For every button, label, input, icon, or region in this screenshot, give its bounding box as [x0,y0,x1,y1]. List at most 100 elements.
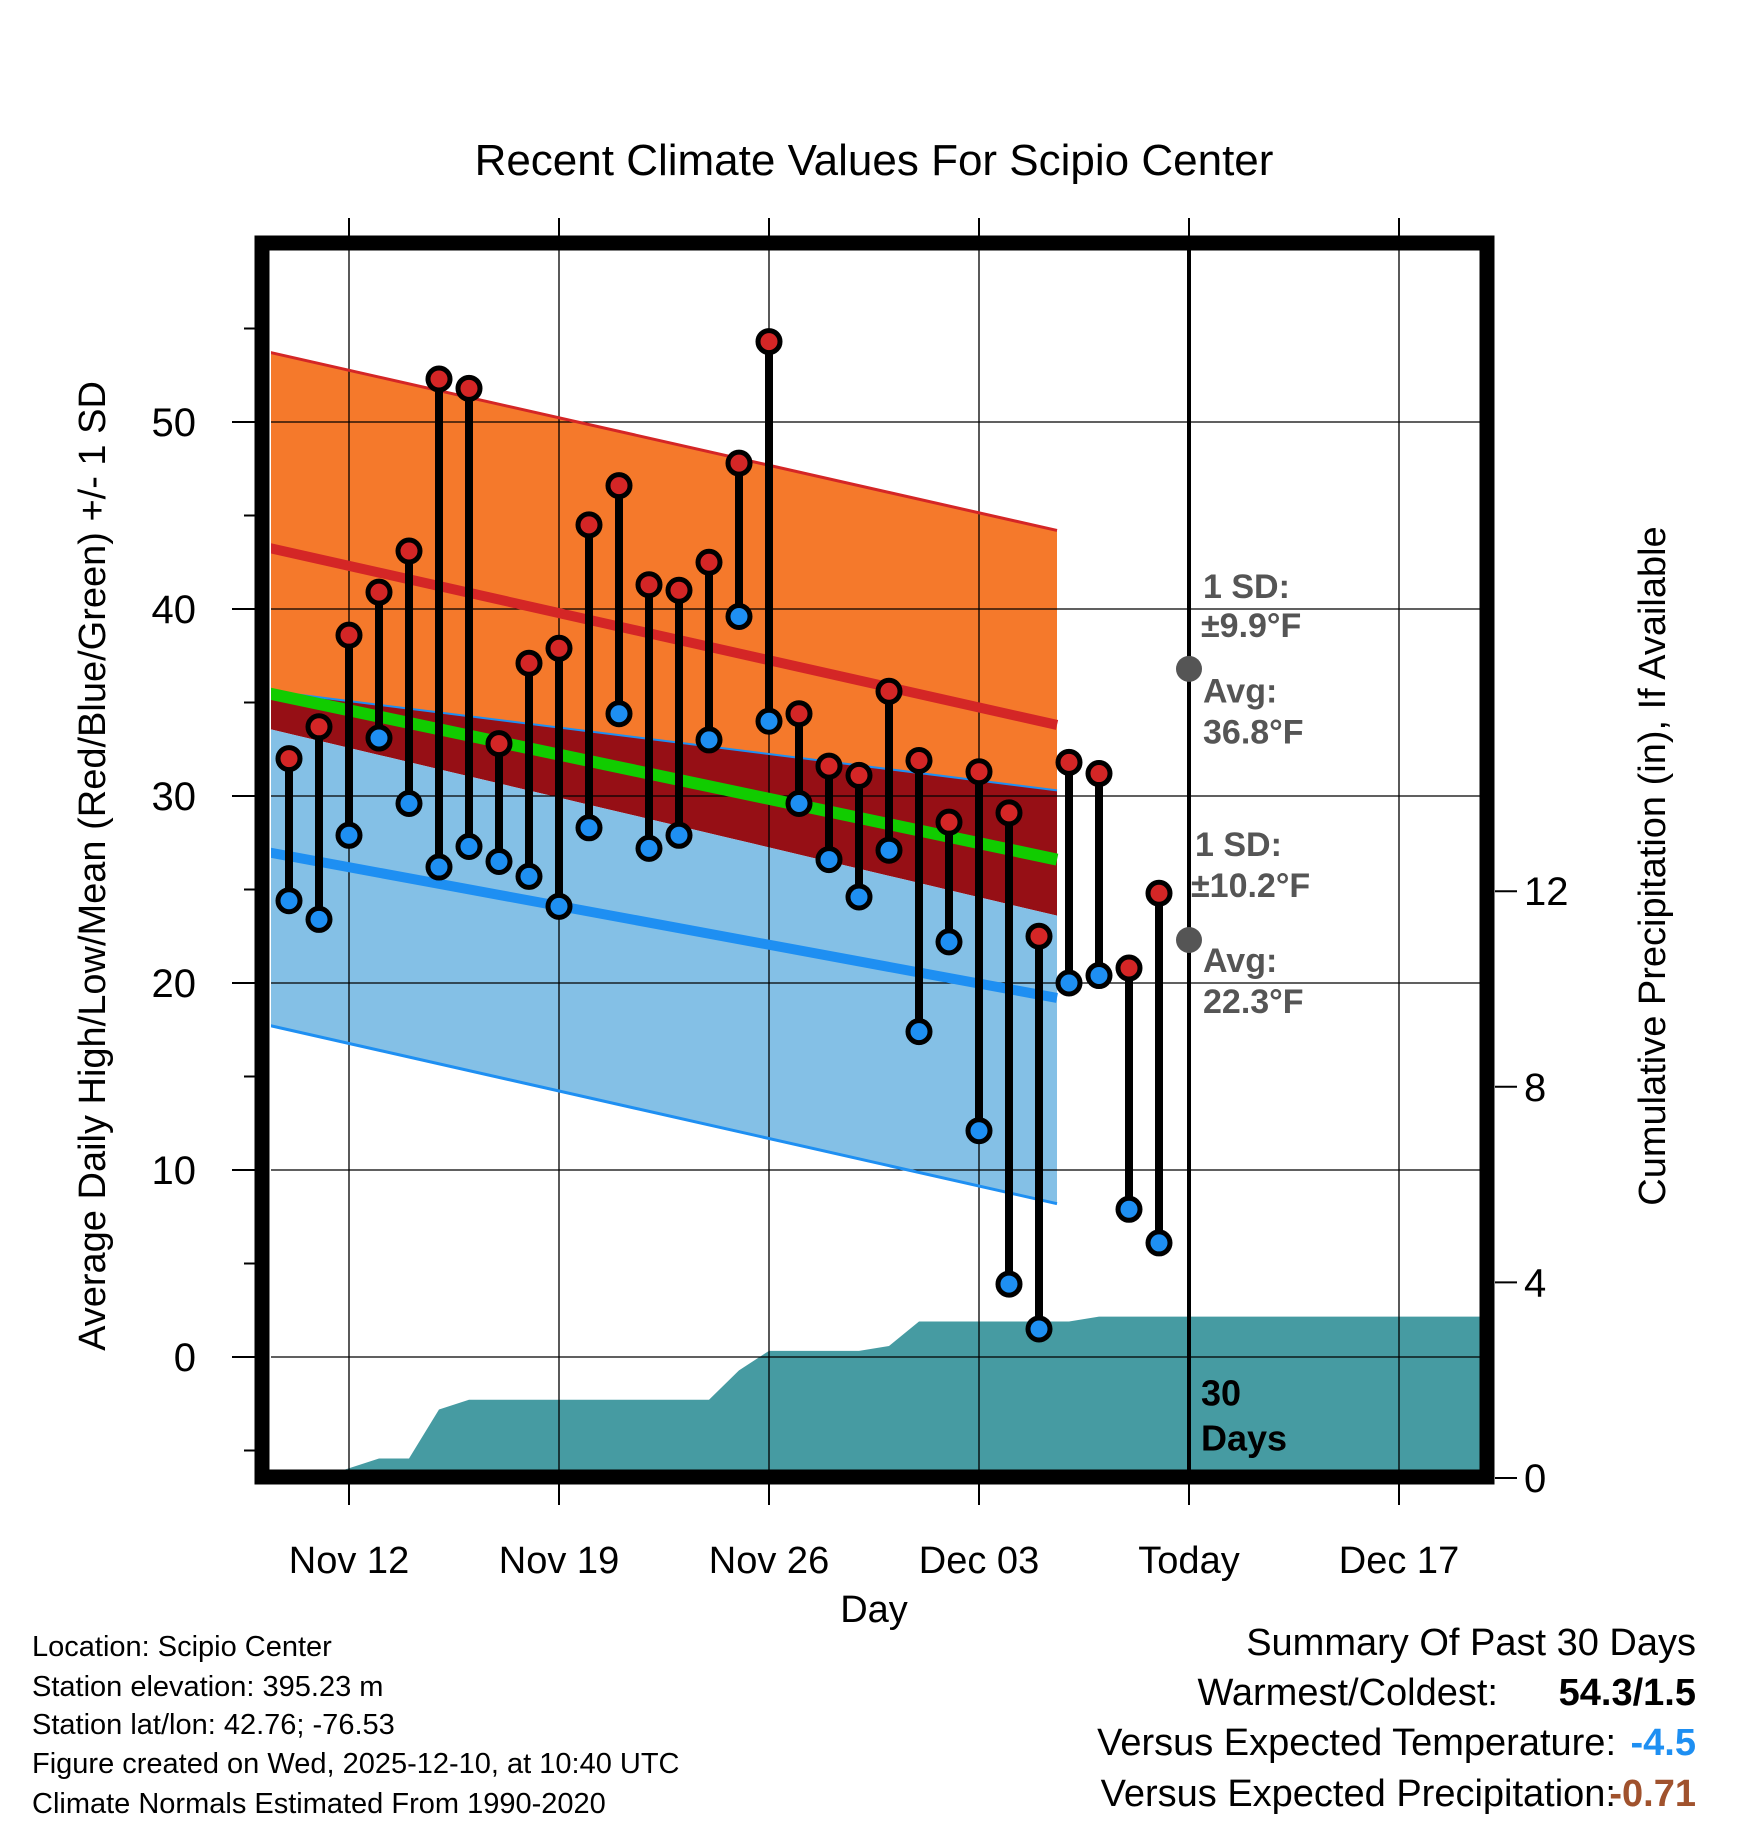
summary-precip-label: Versus Expected Precipitation: [1100,1773,1616,1815]
high-dot [995,799,1023,827]
low-dot [935,928,963,956]
low-dot [1025,1315,1053,1343]
low-dot [365,724,393,752]
summary-temp: Versus Expected Temperature: -4.5 [0,1722,1748,1768]
low-dot [725,602,753,630]
high-dot [755,328,783,356]
summary-warmest-value: 54.3/1.5 [1558,1672,1696,1714]
high-dot [425,365,453,393]
y-left-tick-label: 50 [152,401,197,445]
summary-title: Summary Of Past 30 Days [1246,1622,1696,1664]
y-axis-right-label: Cumulative Precipitation (in), If Availa… [1632,526,1674,1205]
high-dot [275,745,303,773]
plot-frame [254,235,1495,1485]
high-dot [1055,748,1083,776]
high-dot [1025,922,1053,950]
low-dot [1055,969,1083,997]
low-dot [455,832,483,860]
high-dot [365,578,393,606]
y-left-tick-label: 0 [174,1336,196,1380]
high-dot [935,808,963,836]
high-dot [1085,760,1113,788]
summary-precip: Versus Expected Precipitation: -0.71 [0,1773,1748,1819]
high-dot [785,700,813,728]
precip-area-group [319,1316,1480,1470]
low-dot [1115,1195,1143,1223]
low-avg-label: Avg: [1203,942,1277,980]
y-left-tick-label: 30 [152,775,197,819]
low-dot [815,846,843,874]
precip-area [319,1316,1480,1470]
high-dot [575,511,603,539]
high-avg-label: Avg: [1203,673,1277,711]
low-mean-line [271,847,1058,1003]
summary-temp-value: -4.5 [1630,1722,1696,1764]
y-right-tick-label: 12 [1524,870,1569,914]
y-right-tick-label: 0 [1524,1457,1546,1501]
info-location: Location: Scipio Center [32,1631,332,1663]
info-elevation: Station elevation: 395.23 m [32,1671,384,1703]
high-dot [1115,954,1143,982]
x-tick-label: Nov 12 [289,1540,409,1582]
y-right-tick-label: 8 [1524,1066,1546,1110]
high-dot [695,548,723,576]
low-dot [875,836,903,864]
high-dot [515,649,543,677]
y-left-tick-label: 40 [152,588,197,632]
high-upper-line [271,351,1058,532]
high-dot [545,634,573,662]
high-dot [335,621,363,649]
high-dot [395,537,423,565]
low-dot [1085,962,1113,990]
high-dot [1145,879,1173,907]
high-sd-label: 1 SD: [1203,568,1290,606]
low-avg-value: 22.3°F [1203,983,1304,1021]
low-dot [1145,1229,1173,1257]
low-dot [515,862,543,890]
axes: Nov 12 Nov 19 Nov 26 Dec 03 Today Dec 17 0 10 20… [152,218,1569,1582]
y-axis-left-label: Average Daily High/Low/Mean (Red/Blue/Gr… [72,381,114,1351]
high-dot [305,713,333,741]
high-sd-value: ±9.9°F [1201,607,1301,645]
low-dot [335,821,363,849]
observations [275,328,1173,1343]
mean-line [271,687,1059,866]
high-mean-line [271,543,1059,730]
low-dot [995,1270,1023,1298]
high-dot [485,730,513,758]
low-dot [695,726,723,754]
low-dot [845,883,873,911]
info-created: Figure created on Wed, 2025-12-10, at 10… [32,1748,680,1780]
low-dot [605,700,633,728]
info-latlon: Station lat/lon: 42.76; -76.53 [32,1709,395,1741]
high-dot [875,677,903,705]
high-dot [965,758,993,786]
summary-temp-label: Versus Expected Temperature: [1097,1722,1616,1764]
x-tick-label: Dec 03 [919,1540,1039,1582]
chart-title: Recent Climate Values For Scipio Center [475,136,1274,185]
high-avg-value: 36.8°F [1203,714,1304,752]
y-left-tick-label: 10 [152,1149,197,1193]
low-lower-line [271,1024,1058,1206]
low-dot [395,789,423,817]
high-avg-marker [1176,655,1202,682]
low-dot [545,892,573,920]
y-left-tick-label: 20 [152,962,197,1006]
low-dot [635,834,663,862]
high-dot [455,374,483,402]
x-tick-label: Nov 26 [709,1540,829,1582]
x-tick-label: Dec 17 [1339,1540,1459,1582]
low-dot [755,707,783,735]
high-dot [845,761,873,789]
summary-precip-value: -0.71 [1609,1773,1696,1815]
high-dot [905,746,933,774]
low-sd-label: 1 SD: [1195,826,1282,864]
high-dot [665,576,693,604]
low-dot [905,1018,933,1046]
low-avg-marker [1176,926,1202,953]
low-dot [305,905,333,933]
low-dot [275,887,303,915]
x-tick-label: Nov 19 [499,1540,619,1582]
low-sd-value: ±10.2°F [1191,867,1310,905]
